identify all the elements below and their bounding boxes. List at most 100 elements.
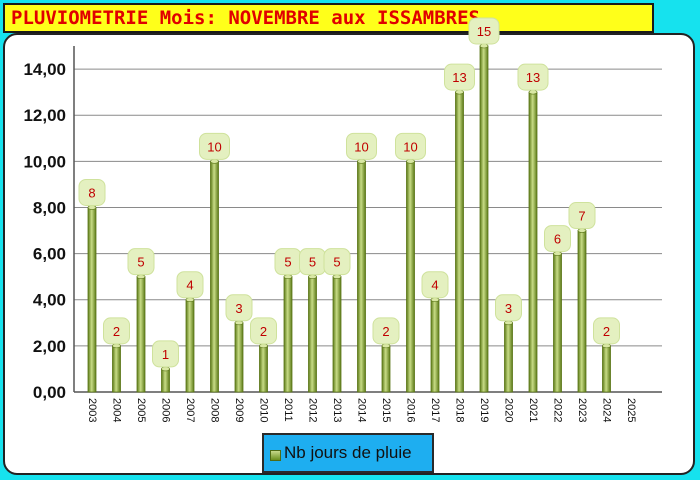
data-label-bubble xyxy=(495,294,522,322)
x-tick-label: 2012 xyxy=(307,398,319,422)
data-label-bubble xyxy=(544,225,571,253)
bar-cap xyxy=(136,274,146,279)
bar xyxy=(234,322,244,393)
data-label: 2 xyxy=(260,324,267,339)
data-label-bubble xyxy=(225,294,253,322)
data-label-bubble xyxy=(199,132,230,160)
bar xyxy=(602,345,611,393)
bar-cap xyxy=(602,343,611,349)
y-tick-label: 0,00 xyxy=(33,383,66,402)
bars xyxy=(87,43,611,393)
data-label-bubble xyxy=(372,317,400,345)
data-label: 10 xyxy=(403,139,417,154)
bar xyxy=(430,299,440,393)
x-tick-label: 2023 xyxy=(576,398,588,422)
data-label: 6 xyxy=(554,232,561,247)
data-label: 4 xyxy=(431,278,438,293)
bar xyxy=(553,253,562,393)
data-label-bubble xyxy=(468,17,500,45)
chart-title: PLUVIOMETRIE Mois: NOVEMBRE aux ISSAMBRE… xyxy=(11,7,480,29)
data-label-bubble xyxy=(444,63,475,91)
bar xyxy=(528,91,538,393)
bar-cap xyxy=(479,43,489,49)
data-label: 1 xyxy=(162,347,169,362)
bar-cap xyxy=(455,89,464,95)
data-label: 13 xyxy=(452,70,466,85)
bar-cap xyxy=(553,251,562,256)
y-tick-label: 4,00 xyxy=(33,291,66,310)
x-tick-label: 2024 xyxy=(601,398,613,422)
y-tick-label: 10,00 xyxy=(23,152,66,171)
data-label: 2 xyxy=(113,324,120,339)
bar xyxy=(504,322,513,393)
x-tick-label: 2007 xyxy=(184,398,196,422)
bar-cap xyxy=(577,228,587,233)
data-label: 5 xyxy=(137,255,144,270)
data-label-bubble xyxy=(250,317,277,345)
bar xyxy=(136,276,146,393)
bar-cap xyxy=(430,297,440,303)
y-tick-label: 2,00 xyxy=(33,337,66,356)
data-label: 3 xyxy=(505,301,512,316)
data-label: 13 xyxy=(526,70,540,85)
bar xyxy=(259,345,268,393)
data-label-bubble xyxy=(323,248,351,276)
bar-cap xyxy=(185,297,195,303)
x-tick-label: 2006 xyxy=(160,398,172,422)
data-label: 2 xyxy=(603,324,610,339)
bar xyxy=(185,299,195,393)
axes: 0,00 2,00 4,00 6,00 8,00 10,00 12,00 14,00 2003 2… xyxy=(23,46,662,422)
bar-cap xyxy=(210,159,219,164)
y-tick-label: 8,00 xyxy=(33,198,66,217)
x-tick-label: 2017 xyxy=(429,398,441,422)
x-tick-label: 2025 xyxy=(625,398,637,422)
x-tick-label: 2022 xyxy=(552,398,564,422)
data-label: 5 xyxy=(284,255,291,270)
bar-cap xyxy=(283,274,293,279)
bar-cap xyxy=(112,343,121,349)
legend-label: Nb jours de pluie xyxy=(284,443,412,462)
data-label: 3 xyxy=(235,301,242,316)
data-label: 5 xyxy=(333,255,340,270)
bar xyxy=(112,345,121,393)
x-tick-label: 2019 xyxy=(478,398,490,422)
bar-cap xyxy=(308,274,317,279)
x-tick-label: 2020 xyxy=(503,398,515,422)
x-tick-label: 2010 xyxy=(258,398,270,422)
y-tick-label: 6,00 xyxy=(33,245,66,264)
bar-cap xyxy=(528,89,538,95)
x-tick-label: 2011 xyxy=(282,398,294,422)
x-tick-label: 2008 xyxy=(209,398,221,422)
data-label-bubble xyxy=(593,317,620,345)
bar xyxy=(210,160,219,393)
bar xyxy=(283,276,293,393)
x-tick-label: 2016 xyxy=(405,398,417,422)
data-label: 15 xyxy=(477,24,491,39)
x-tick-label: 2021 xyxy=(527,398,539,422)
bar xyxy=(308,276,317,393)
x-tick-label: 2013 xyxy=(331,398,343,422)
chart-title-bar: PLUVIOMETRIE Mois: NOVEMBRE aux ISSAMBRE… xyxy=(3,3,654,33)
data-labels: 8 2 5 1 4 10 3 2 5 5 5 10 2 10 4 13 15 3 13 6 7 2 xyxy=(78,17,620,368)
data-label: 10 xyxy=(354,139,368,154)
y-tick-label: 12,00 xyxy=(23,106,66,125)
legend: Nb jours de pluie xyxy=(262,433,434,473)
legend-swatch-icon xyxy=(270,450,281,461)
data-label-bubble xyxy=(78,178,106,206)
x-tick-label: 2018 xyxy=(454,398,466,422)
data-label-bubble xyxy=(127,248,155,276)
data-label-bubble xyxy=(395,132,426,160)
grid-lines xyxy=(74,68,662,347)
data-label-bubble xyxy=(517,63,549,91)
data-label: 5 xyxy=(309,255,316,270)
bar-cap xyxy=(332,274,342,279)
bar-cap xyxy=(259,343,268,349)
bar-cap xyxy=(357,159,366,164)
data-label-bubble xyxy=(346,132,377,160)
bar xyxy=(455,91,464,393)
data-label-bubble xyxy=(103,317,130,345)
bar xyxy=(406,160,415,393)
bar-cap xyxy=(161,366,170,372)
x-tick-label: 2004 xyxy=(111,398,123,422)
